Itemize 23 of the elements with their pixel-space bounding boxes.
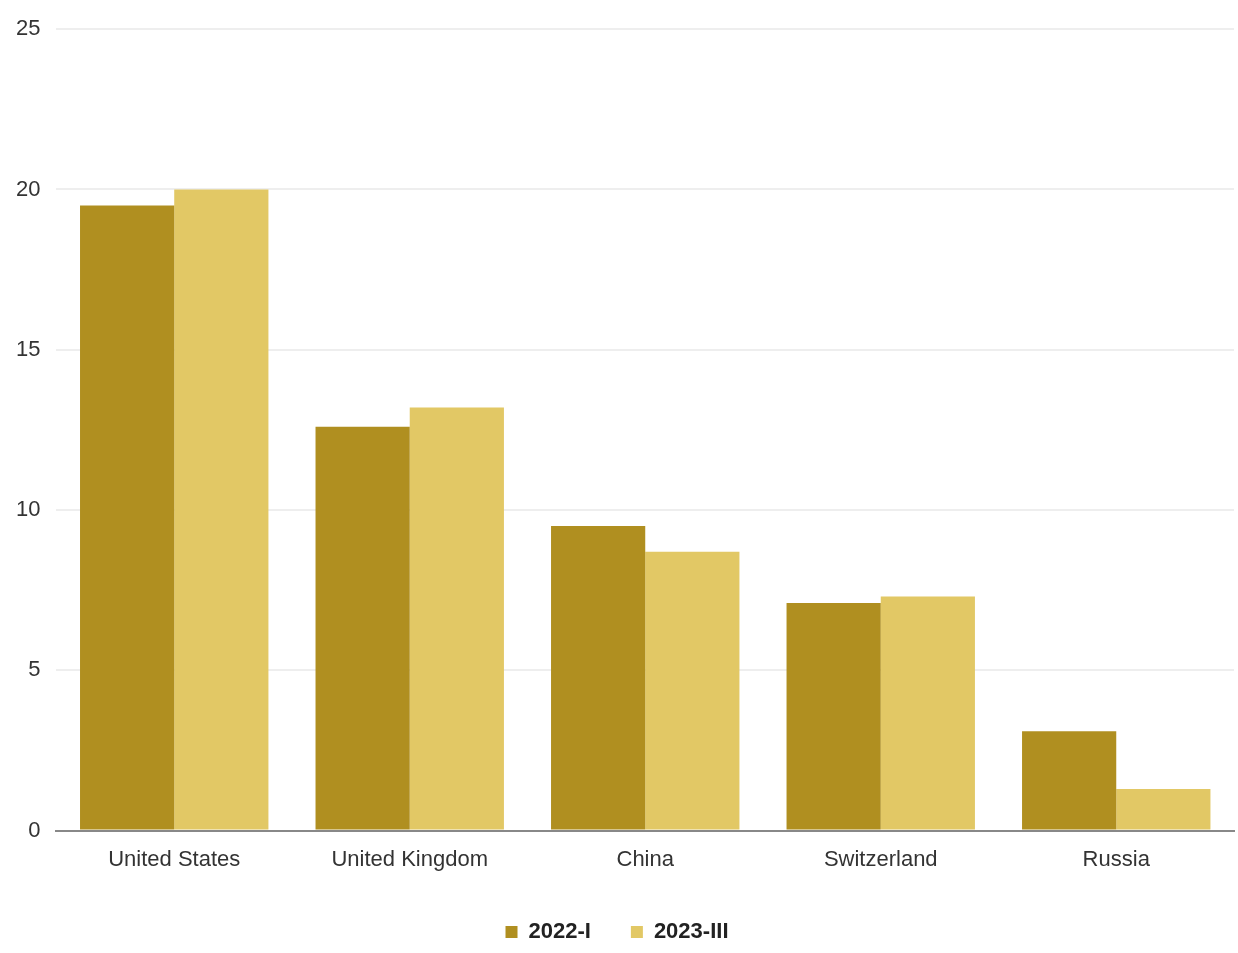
y-tick-label: 15 [15, 335, 41, 361]
legend-label: 2022-I [528, 918, 591, 944]
bar [786, 603, 881, 830]
bar [409, 407, 504, 830]
bar [551, 526, 646, 830]
bar [645, 551, 740, 830]
x-tick-label: United Kingdom [331, 845, 488, 871]
x-tick-label: United States [108, 845, 241, 871]
legend-label: 2023-III [653, 918, 729, 944]
bar [1022, 731, 1117, 830]
x-tick-label: Switzerland [823, 845, 938, 871]
x-tick-label: Russia [1082, 845, 1151, 871]
y-tick-label: 25 [15, 15, 41, 41]
bar [880, 596, 975, 830]
bar [80, 205, 175, 830]
y-tick-label: 20 [15, 175, 41, 201]
y-tick-label: 10 [15, 496, 41, 522]
bar [315, 426, 410, 830]
bar [174, 189, 269, 830]
y-tick-label: 5 [28, 656, 41, 682]
x-tick-label: China [616, 845, 675, 871]
bar [1116, 788, 1211, 830]
y-tick-label: 0 [28, 816, 41, 842]
